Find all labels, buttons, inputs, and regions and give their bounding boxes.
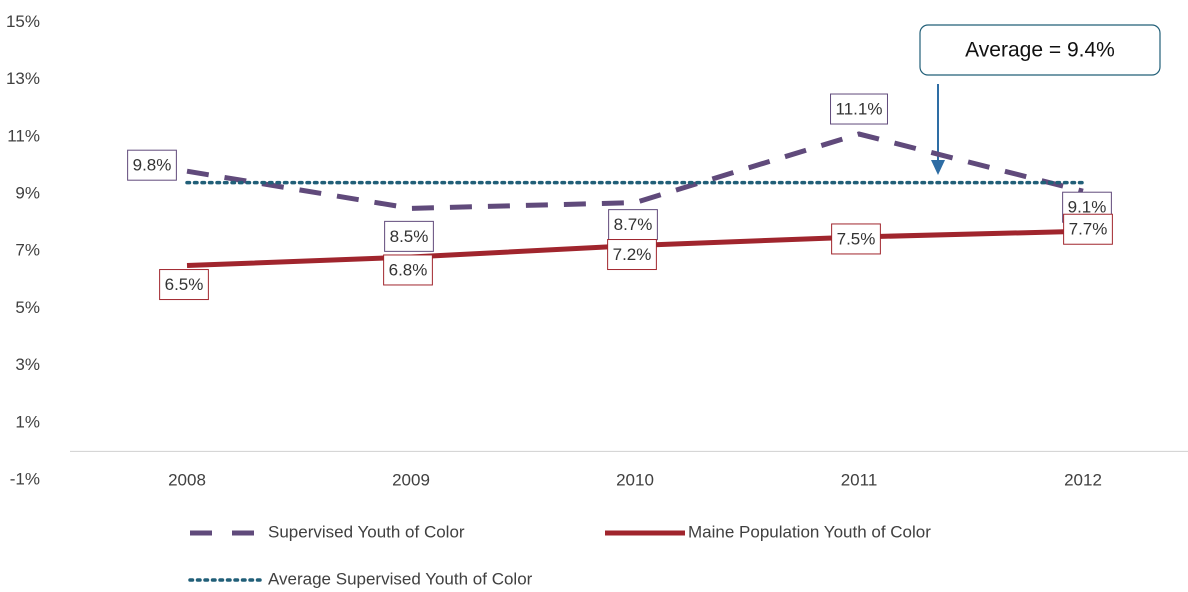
y-tick-label: 11%	[7, 126, 40, 145]
y-tick-label: 15%	[6, 12, 40, 31]
data-label: 8.7%	[614, 215, 653, 234]
data-label: 6.5%	[165, 275, 204, 294]
y-tick-label: 1%	[15, 412, 40, 431]
annotation-box	[919, 24, 1161, 76]
data-label: 8.5%	[390, 227, 429, 246]
data-label: 9.1%	[1068, 198, 1107, 217]
data-label: 7.2%	[613, 245, 652, 264]
series-line	[186, 131, 1084, 211]
data-label-box	[830, 93, 888, 125]
data-label-box	[159, 269, 209, 301]
y-tick-label: 5%	[15, 298, 40, 317]
data-label: 7.5%	[837, 229, 876, 248]
data-label: 9.8%	[133, 156, 172, 175]
x-tick-label: 2010	[616, 470, 654, 489]
data-label-box	[384, 220, 434, 252]
y-tick-label: 3%	[15, 355, 40, 374]
data-label-box	[383, 254, 433, 286]
data-label-box	[608, 209, 658, 241]
y-tick-label: 13%	[6, 69, 40, 88]
data-label-box	[607, 239, 657, 271]
x-tick-label: 2009	[392, 470, 430, 489]
x-tick-label: 2008	[168, 470, 206, 489]
y-tick-label: 9%	[15, 184, 40, 203]
annotation-arrowhead	[931, 160, 945, 175]
y-tick-label: 7%	[15, 241, 40, 260]
x-tick-label: 2012	[1064, 470, 1102, 489]
data-label: 11.1%	[836, 100, 883, 119]
legend-label: Maine Population Youth of Color	[688, 522, 931, 541]
legend-label: Average Supervised Youth of Color	[268, 569, 533, 588]
data-label-box	[1063, 213, 1113, 245]
legend-label: Supervised Youth of Color	[268, 522, 465, 541]
data-label-box	[127, 149, 177, 181]
annotation: Average = 9.4%	[965, 39, 1115, 62]
data-label: 7.7%	[1069, 220, 1108, 239]
data-label-box	[831, 223, 881, 255]
x-tick-label: 2011	[841, 470, 878, 489]
y-tick-label: -1%	[10, 469, 40, 488]
data-label: 6.8%	[389, 260, 428, 279]
